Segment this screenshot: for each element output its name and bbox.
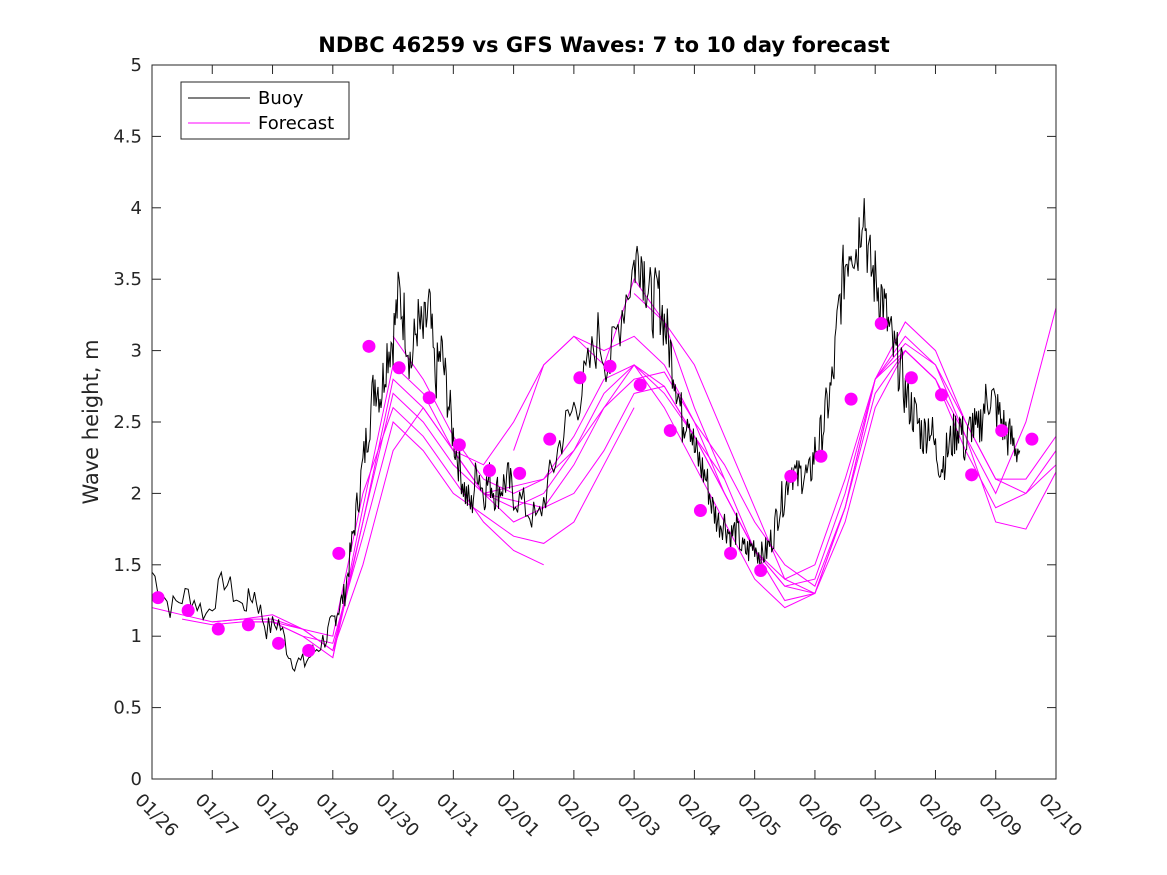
x-tick-label: 02/09 [974,790,1026,842]
buoy-line-group [152,198,1021,672]
forecast-marker [784,469,798,483]
y-axis: 0 0.5 1 1.5 2 2.5 3 3.5 4 4.5 5 [113,55,1056,790]
forecast-marker [181,603,195,617]
forecast-marker [965,468,979,482]
y-tick-label: 3 [131,341,142,362]
forecast-marker [1025,432,1039,446]
y-tick-label: 0 [131,769,142,790]
y-tick-label: 4 [131,198,142,219]
forecast-marker [995,424,1009,438]
legend-box [180,81,350,140]
forecast-marker [934,388,948,402]
y-tick-label: 4.5 [113,126,142,147]
forecast-marker [302,643,316,657]
x-tick-label: 02/08 [914,790,966,842]
chart-title: NDBC 46259 vs GFS Waves: 7 to 10 day for… [318,33,889,57]
x-tick-label: 01/30 [372,790,424,842]
forecast-marker [874,316,888,330]
x-tick-label: 02/01 [492,790,544,842]
forecast-line-run-10 [633,293,1056,595]
x-tick-label: 02/04 [673,790,725,842]
forecast-marker [211,622,225,636]
forecast-line-run-1 [152,406,544,637]
x-tick-label: 01/27 [191,790,243,842]
legend-forecast-label: Forecast [258,113,334,134]
y-axis-label: Wave height, m [79,339,103,504]
forecast-marker [603,359,617,373]
forecast-line-run-6 [332,335,1056,658]
forecast-marker [272,636,286,650]
y-tick-label: 3.5 [113,269,142,290]
x-tick-label: 02/10 [1034,790,1086,842]
x-tick-label: 02/03 [613,790,665,842]
forecast-marker [513,466,527,480]
forecast-marker [754,564,768,578]
x-tick-label: 02/05 [733,790,785,842]
forecast-marker [241,618,255,632]
x-tick-label: 01/26 [130,790,182,842]
y-tick-label: 1.5 [113,555,142,576]
x-tick-label: 01/28 [251,790,303,842]
forecast-marker [814,449,828,463]
forecast-line-run-4 [242,371,816,652]
forecast-marker [663,424,677,438]
x-tick-label: 01/31 [432,790,484,842]
forecast-marker [422,391,436,405]
y-tick-label: 1 [131,626,142,647]
forecast-line-run-5 [272,349,936,659]
forecast-marker [392,361,406,375]
forecast-marker [693,504,707,518]
forecast-marker [904,371,918,385]
legend-buoy-label: Buoy [258,88,304,109]
x-tick-label: 02/07 [854,790,906,842]
forecast-markers [151,316,1039,657]
x-tick-label: 02/02 [552,790,604,842]
x-axis: 01/26 01/27 01/28 01/29 01/30 01/31 02/01 02/02… [130,65,1086,841]
plot-frame [151,64,1057,780]
y-tick-label: 5 [131,55,142,76]
forecast-marker [633,378,647,392]
forecast-lines [152,278,1056,659]
forecast-marker [362,339,376,353]
forecast-line-run-3 [212,385,725,652]
forecast-marker [844,392,858,406]
forecast-marker [573,371,587,385]
forecast-marker [452,438,466,452]
y-tick-label: 2.5 [113,412,142,433]
forecast-line-run-2 [182,407,635,644]
y-tick-label: 2 [131,483,142,504]
y-tick-label: 0.5 [113,698,142,719]
forecast-marker [151,591,165,605]
buoy-line [152,198,1021,672]
forecast-marker [482,464,496,478]
x-tick-label: 01/29 [311,790,363,842]
forecast-marker [724,546,738,560]
forecast-marker [543,432,557,446]
x-tick-label: 02/06 [793,790,845,842]
legend: Buoy Forecast [180,81,350,140]
forecast-marker [332,546,346,560]
